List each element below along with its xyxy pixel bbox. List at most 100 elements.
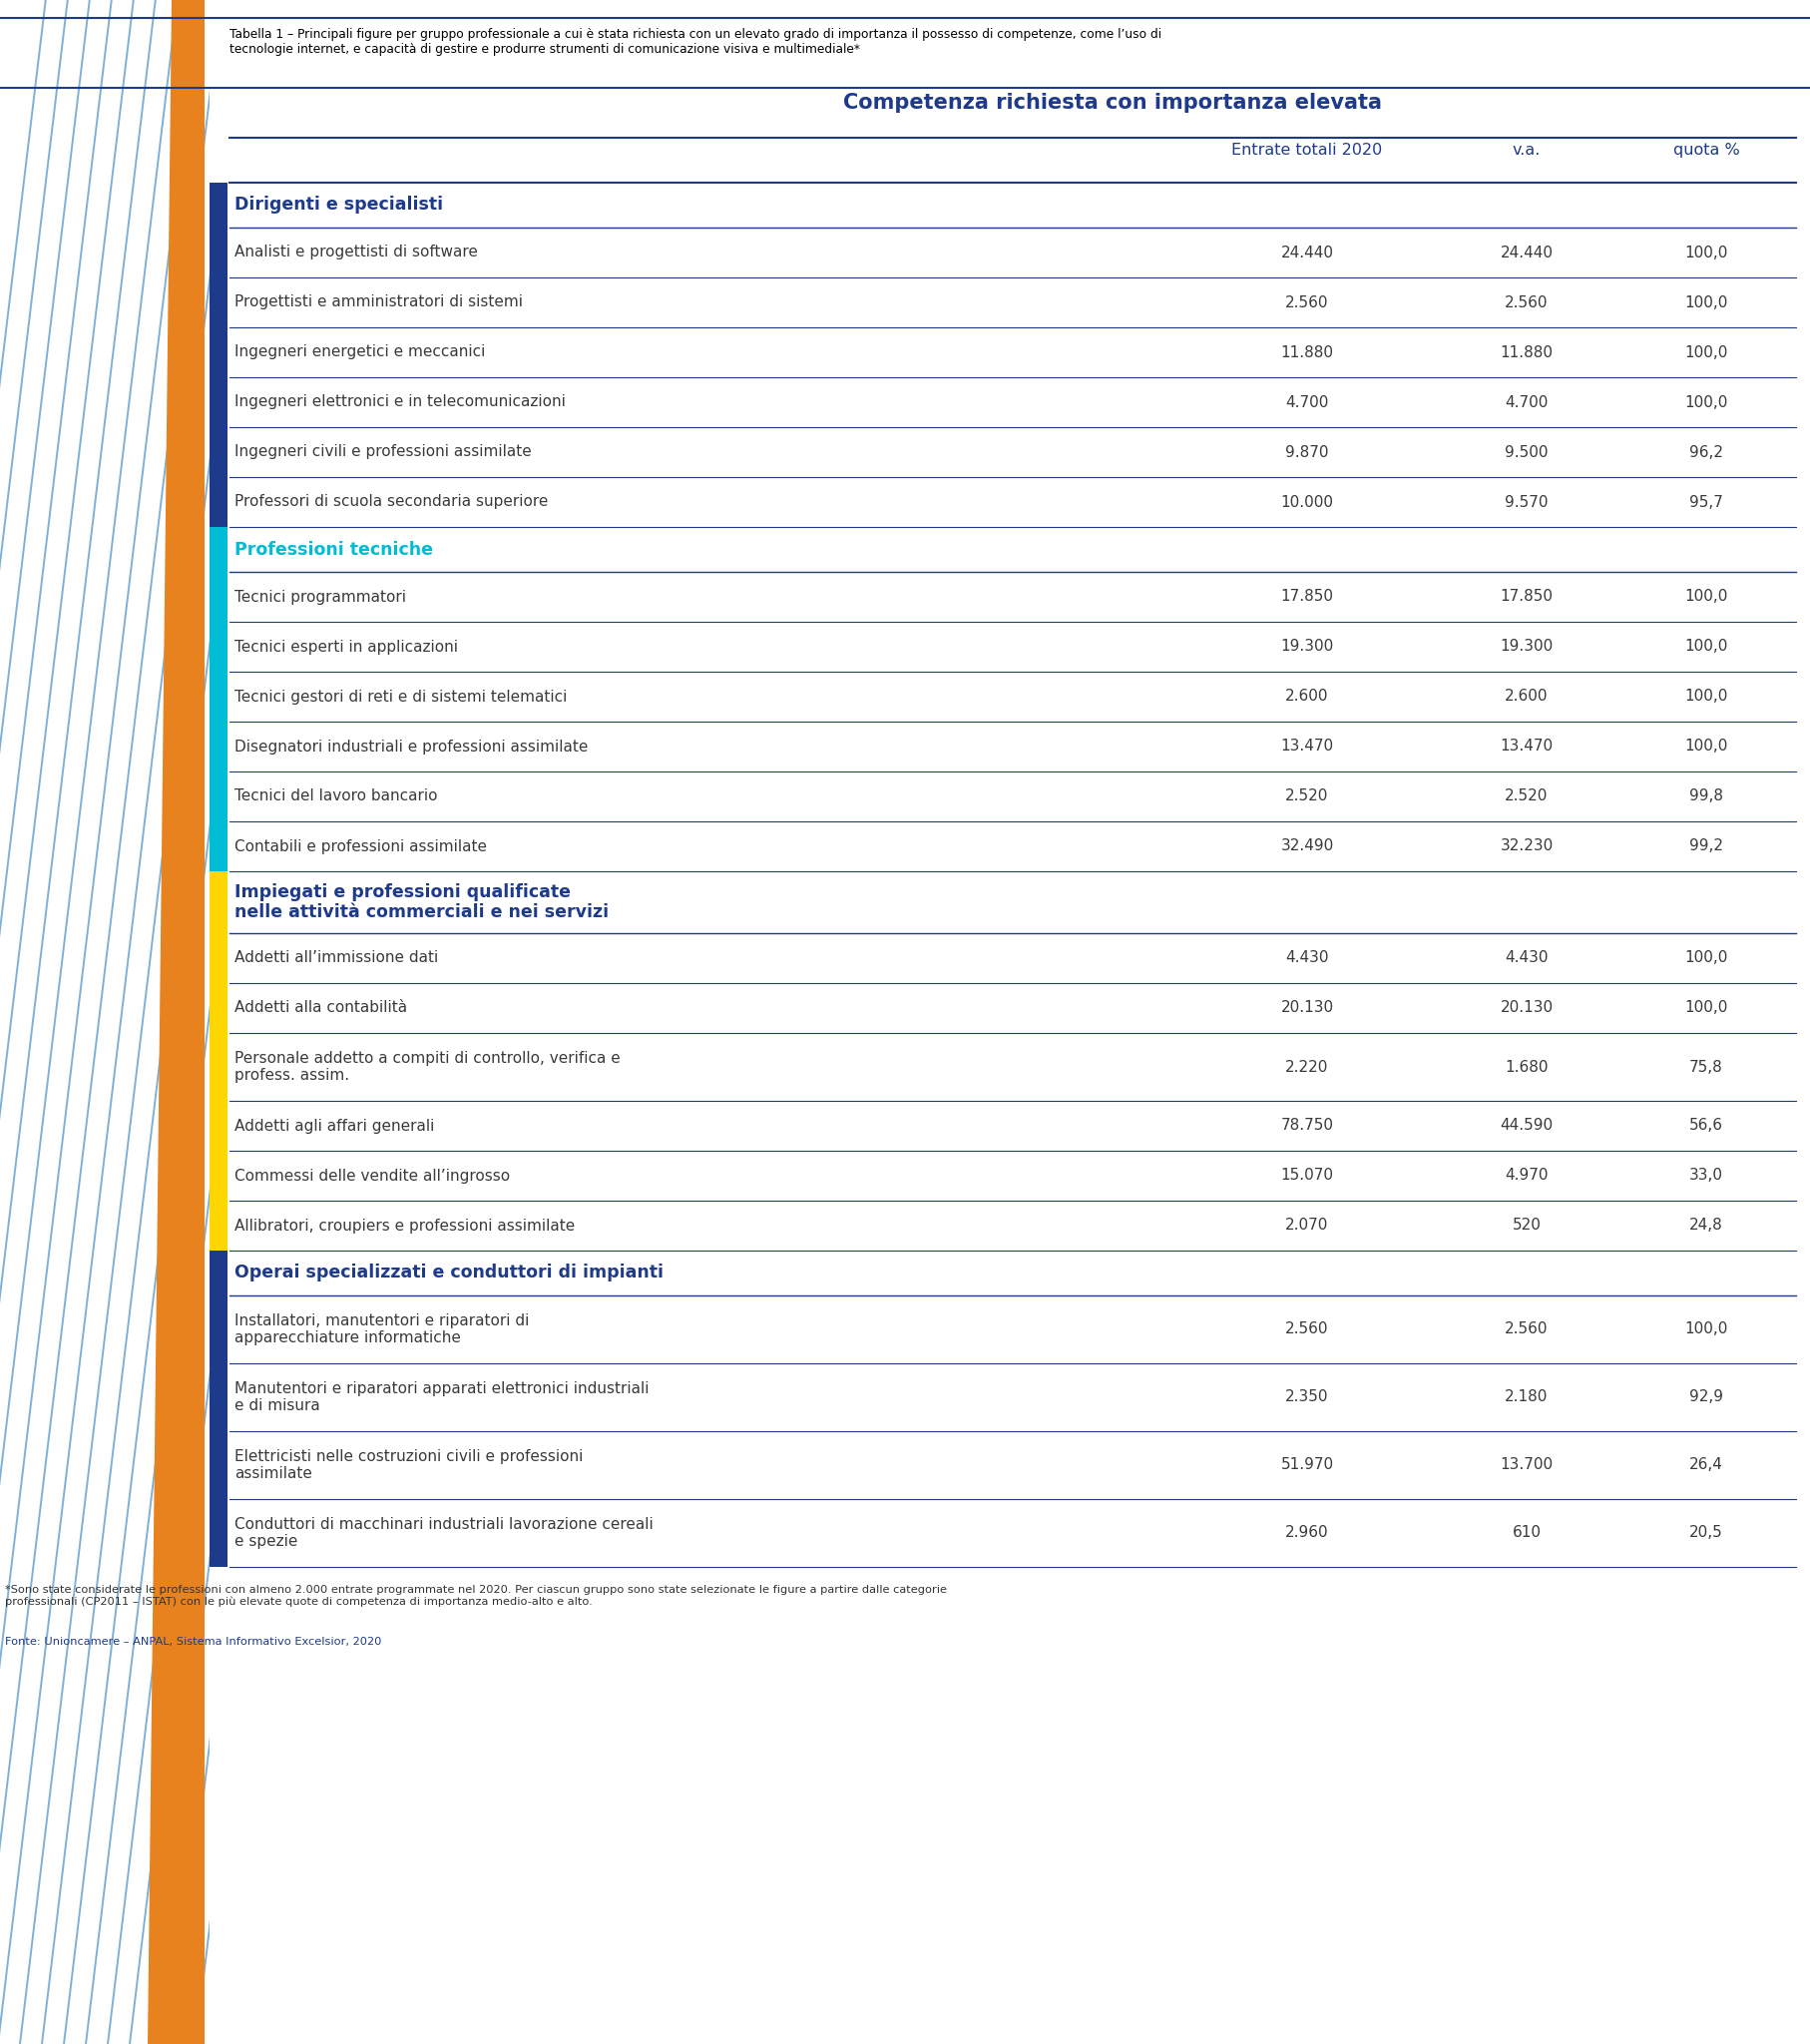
Text: 100,0: 100,0 bbox=[1685, 589, 1729, 605]
Text: 4.430: 4.430 bbox=[1285, 950, 1329, 965]
Text: 20.130: 20.130 bbox=[1281, 1002, 1334, 1016]
Bar bbox=[210, 934, 228, 983]
Text: 4.970: 4.970 bbox=[1504, 1169, 1548, 1183]
Text: Dirigenti e specialisti: Dirigenti e specialisti bbox=[235, 196, 443, 215]
Bar bbox=[210, 527, 228, 572]
Text: Contabili e professioni assimilate: Contabili e professioni assimilate bbox=[235, 838, 487, 854]
Text: Ingegneri energetici e meccanici: Ingegneri energetici e meccanici bbox=[235, 345, 485, 360]
Text: 20.130: 20.130 bbox=[1500, 1002, 1553, 1016]
Bar bbox=[210, 0, 1810, 2044]
Text: Entrate totali 2020: Entrate totali 2020 bbox=[1231, 143, 1383, 157]
Text: 2.070: 2.070 bbox=[1285, 1218, 1329, 1233]
Text: Allibratori, croupiers e professioni assimilate: Allibratori, croupiers e professioni ass… bbox=[235, 1218, 576, 1233]
Text: 100,0: 100,0 bbox=[1685, 640, 1729, 654]
Text: Commessi delle vendite all’ingrosso: Commessi delle vendite all’ingrosso bbox=[235, 1169, 510, 1183]
Text: 95,7: 95,7 bbox=[1689, 495, 1723, 509]
Text: 2.560: 2.560 bbox=[1504, 294, 1548, 311]
Text: 19.300: 19.300 bbox=[1500, 640, 1553, 654]
Text: 100,0: 100,0 bbox=[1685, 245, 1729, 260]
Text: 13.470: 13.470 bbox=[1281, 740, 1334, 754]
Text: 2.520: 2.520 bbox=[1285, 789, 1329, 803]
Text: 24.440: 24.440 bbox=[1500, 245, 1553, 260]
Text: 10.000: 10.000 bbox=[1281, 495, 1334, 509]
Text: Tecnici programmatori: Tecnici programmatori bbox=[235, 589, 405, 605]
Bar bbox=[210, 822, 228, 871]
Text: 2.560: 2.560 bbox=[1504, 1322, 1548, 1337]
Text: 100,0: 100,0 bbox=[1685, 294, 1729, 311]
Text: 26,4: 26,4 bbox=[1689, 1457, 1723, 1472]
Text: Progettisti e amministratori di sistemi: Progettisti e amministratori di sistemi bbox=[235, 294, 523, 311]
Text: 100,0: 100,0 bbox=[1685, 394, 1729, 409]
Text: Ingegneri civili e professioni assimilate: Ingegneri civili e professioni assimilat… bbox=[235, 446, 532, 460]
Bar bbox=[210, 278, 228, 327]
Text: Disegnatori industriali e professioni assimilate: Disegnatori industriali e professioni as… bbox=[235, 740, 588, 754]
Text: 100,0: 100,0 bbox=[1685, 345, 1729, 360]
Text: Impiegati e professioni qualificate
nelle attività commerciali e nei servizi: Impiegati e professioni qualificate nell… bbox=[235, 883, 608, 922]
Bar bbox=[210, 572, 228, 621]
Text: 33,0: 33,0 bbox=[1689, 1169, 1723, 1183]
Bar bbox=[210, 1151, 228, 1200]
Text: quota %: quota % bbox=[1672, 143, 1739, 157]
Text: 75,8: 75,8 bbox=[1689, 1059, 1723, 1075]
Text: 1.680: 1.680 bbox=[1504, 1059, 1548, 1075]
Polygon shape bbox=[148, 0, 205, 2044]
Bar bbox=[210, 1296, 228, 1363]
Bar bbox=[210, 182, 228, 227]
Text: 2.180: 2.180 bbox=[1504, 1390, 1548, 1404]
Text: 9.870: 9.870 bbox=[1285, 446, 1329, 460]
Text: 78.750: 78.750 bbox=[1281, 1118, 1334, 1132]
Text: 13.700: 13.700 bbox=[1500, 1457, 1553, 1472]
Text: Addetti all’immissione dati: Addetti all’immissione dati bbox=[235, 950, 438, 965]
Text: 11.880: 11.880 bbox=[1500, 345, 1553, 360]
Text: Fonte: Unioncamere – ANPAL, Sistema Informativo Excelsior, 2020: Fonte: Unioncamere – ANPAL, Sistema Info… bbox=[5, 1637, 382, 1647]
Text: 17.850: 17.850 bbox=[1281, 589, 1334, 605]
Text: Addetti agli affari generali: Addetti agli affari generali bbox=[235, 1118, 434, 1132]
Text: 24,8: 24,8 bbox=[1689, 1218, 1723, 1233]
Bar bbox=[210, 983, 228, 1032]
Text: 32.490: 32.490 bbox=[1280, 838, 1334, 854]
Text: 2.960: 2.960 bbox=[1285, 1525, 1329, 1541]
Text: 24.440: 24.440 bbox=[1281, 245, 1334, 260]
Text: 44.590: 44.590 bbox=[1500, 1118, 1553, 1132]
Text: 92,9: 92,9 bbox=[1689, 1390, 1723, 1404]
Text: 4.700: 4.700 bbox=[1504, 394, 1548, 409]
Bar bbox=[210, 1200, 228, 1251]
Text: 2.220: 2.220 bbox=[1285, 1059, 1329, 1075]
Text: 32.230: 32.230 bbox=[1500, 838, 1553, 854]
Text: Tecnici del lavoro bancario: Tecnici del lavoro bancario bbox=[235, 789, 438, 803]
Bar bbox=[210, 1431, 228, 1498]
Bar bbox=[210, 672, 228, 722]
Bar bbox=[210, 1251, 228, 1296]
Bar bbox=[210, 871, 228, 934]
Text: 610: 610 bbox=[1511, 1525, 1540, 1541]
Bar bbox=[210, 771, 228, 822]
Text: Professioni tecniche: Professioni tecniche bbox=[235, 540, 433, 558]
Bar bbox=[210, 1498, 228, 1568]
Bar bbox=[210, 621, 228, 672]
Text: 9.570: 9.570 bbox=[1504, 495, 1548, 509]
Text: 96,2: 96,2 bbox=[1689, 446, 1723, 460]
Text: 11.880: 11.880 bbox=[1281, 345, 1334, 360]
Text: 9.500: 9.500 bbox=[1504, 446, 1548, 460]
Bar bbox=[210, 476, 228, 527]
Text: 2.350: 2.350 bbox=[1285, 1390, 1329, 1404]
Text: 100,0: 100,0 bbox=[1685, 740, 1729, 754]
Text: 99,2: 99,2 bbox=[1689, 838, 1723, 854]
Text: Tabella 1 – Principali figure per gruppo professionale a cui è stata richiesta c: Tabella 1 – Principali figure per gruppo… bbox=[230, 29, 1162, 55]
Text: 13.470: 13.470 bbox=[1500, 740, 1553, 754]
Text: 2.560: 2.560 bbox=[1285, 294, 1329, 311]
Text: Elettricisti nelle costruzioni civili e professioni
assimilate: Elettricisti nelle costruzioni civili e … bbox=[235, 1449, 583, 1482]
Text: 20,5: 20,5 bbox=[1689, 1525, 1723, 1541]
Bar bbox=[210, 722, 228, 771]
Text: 520: 520 bbox=[1511, 1218, 1540, 1233]
Text: 51.970: 51.970 bbox=[1281, 1457, 1334, 1472]
Text: 100,0: 100,0 bbox=[1685, 1002, 1729, 1016]
Bar bbox=[210, 1032, 228, 1102]
Text: *Sono state considerate le professioni con almeno 2.000 entrate programmate nel : *Sono state considerate le professioni c… bbox=[5, 1584, 947, 1607]
Text: Personale addetto a compiti di controllo, verifica e
profess. assim.: Personale addetto a compiti di controllo… bbox=[235, 1051, 621, 1083]
Text: 17.850: 17.850 bbox=[1500, 589, 1553, 605]
Text: 99,8: 99,8 bbox=[1689, 789, 1723, 803]
Bar bbox=[210, 1102, 228, 1151]
Bar bbox=[210, 378, 228, 427]
Bar bbox=[210, 327, 228, 378]
